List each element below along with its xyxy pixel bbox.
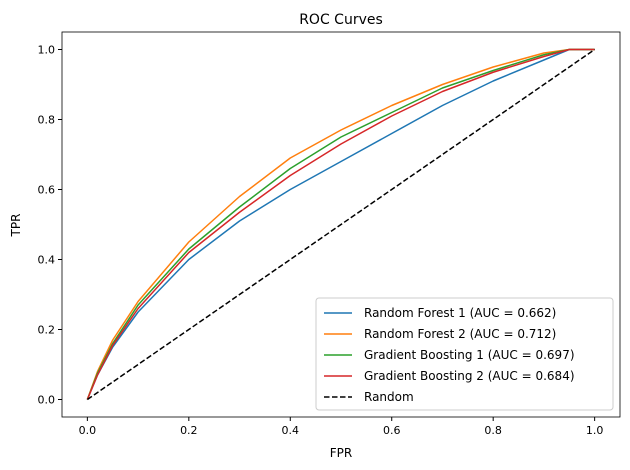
x-tick-label: 0.8 [484, 424, 502, 437]
legend-label: Random Forest 1 (AUC = 0.662) [364, 306, 556, 320]
plot-frame [61, 31, 621, 418]
series-line-3 [86, 48, 595, 400]
y-axis-label: TPR [9, 214, 23, 238]
legend-label: Random [364, 390, 414, 404]
x-tick-label: 0.6 [383, 424, 401, 437]
legend-label: Gradient Boosting 1 (AUC = 0.697) [364, 348, 575, 362]
x-tick-label: 0.0 [79, 424, 97, 437]
x-axis-label: FPR [330, 446, 352, 460]
legend-label: Random Forest 2 (AUC = 0.712) [364, 327, 556, 341]
legend: Random Forest 1 (AUC = 0.662) Random Fore… [315, 297, 614, 411]
legend-label: Gradient Boosting 2 (AUC = 0.684) [364, 369, 575, 383]
x-tick-label: 0.4 [282, 424, 300, 437]
y-tick-label: 0.4 [38, 254, 56, 267]
y-tick-label: 0.6 [38, 184, 56, 197]
series-line-4 [86, 48, 595, 400]
series-line-1 [86, 48, 595, 400]
y-tick-label: 0.8 [38, 114, 56, 127]
chart-title: ROC Curves [299, 12, 383, 28]
series-line-5 [86, 48, 596, 401]
legend-box [315, 297, 614, 411]
series-line-2 [86, 48, 595, 400]
y-tick-label: 0.0 [38, 394, 56, 407]
x-tick-label: 1.0 [586, 424, 604, 437]
x-tick-label: 0.2 [180, 424, 198, 437]
y-tick-label: 0.2 [38, 324, 56, 337]
y-tick-label: 1.0 [38, 44, 56, 57]
